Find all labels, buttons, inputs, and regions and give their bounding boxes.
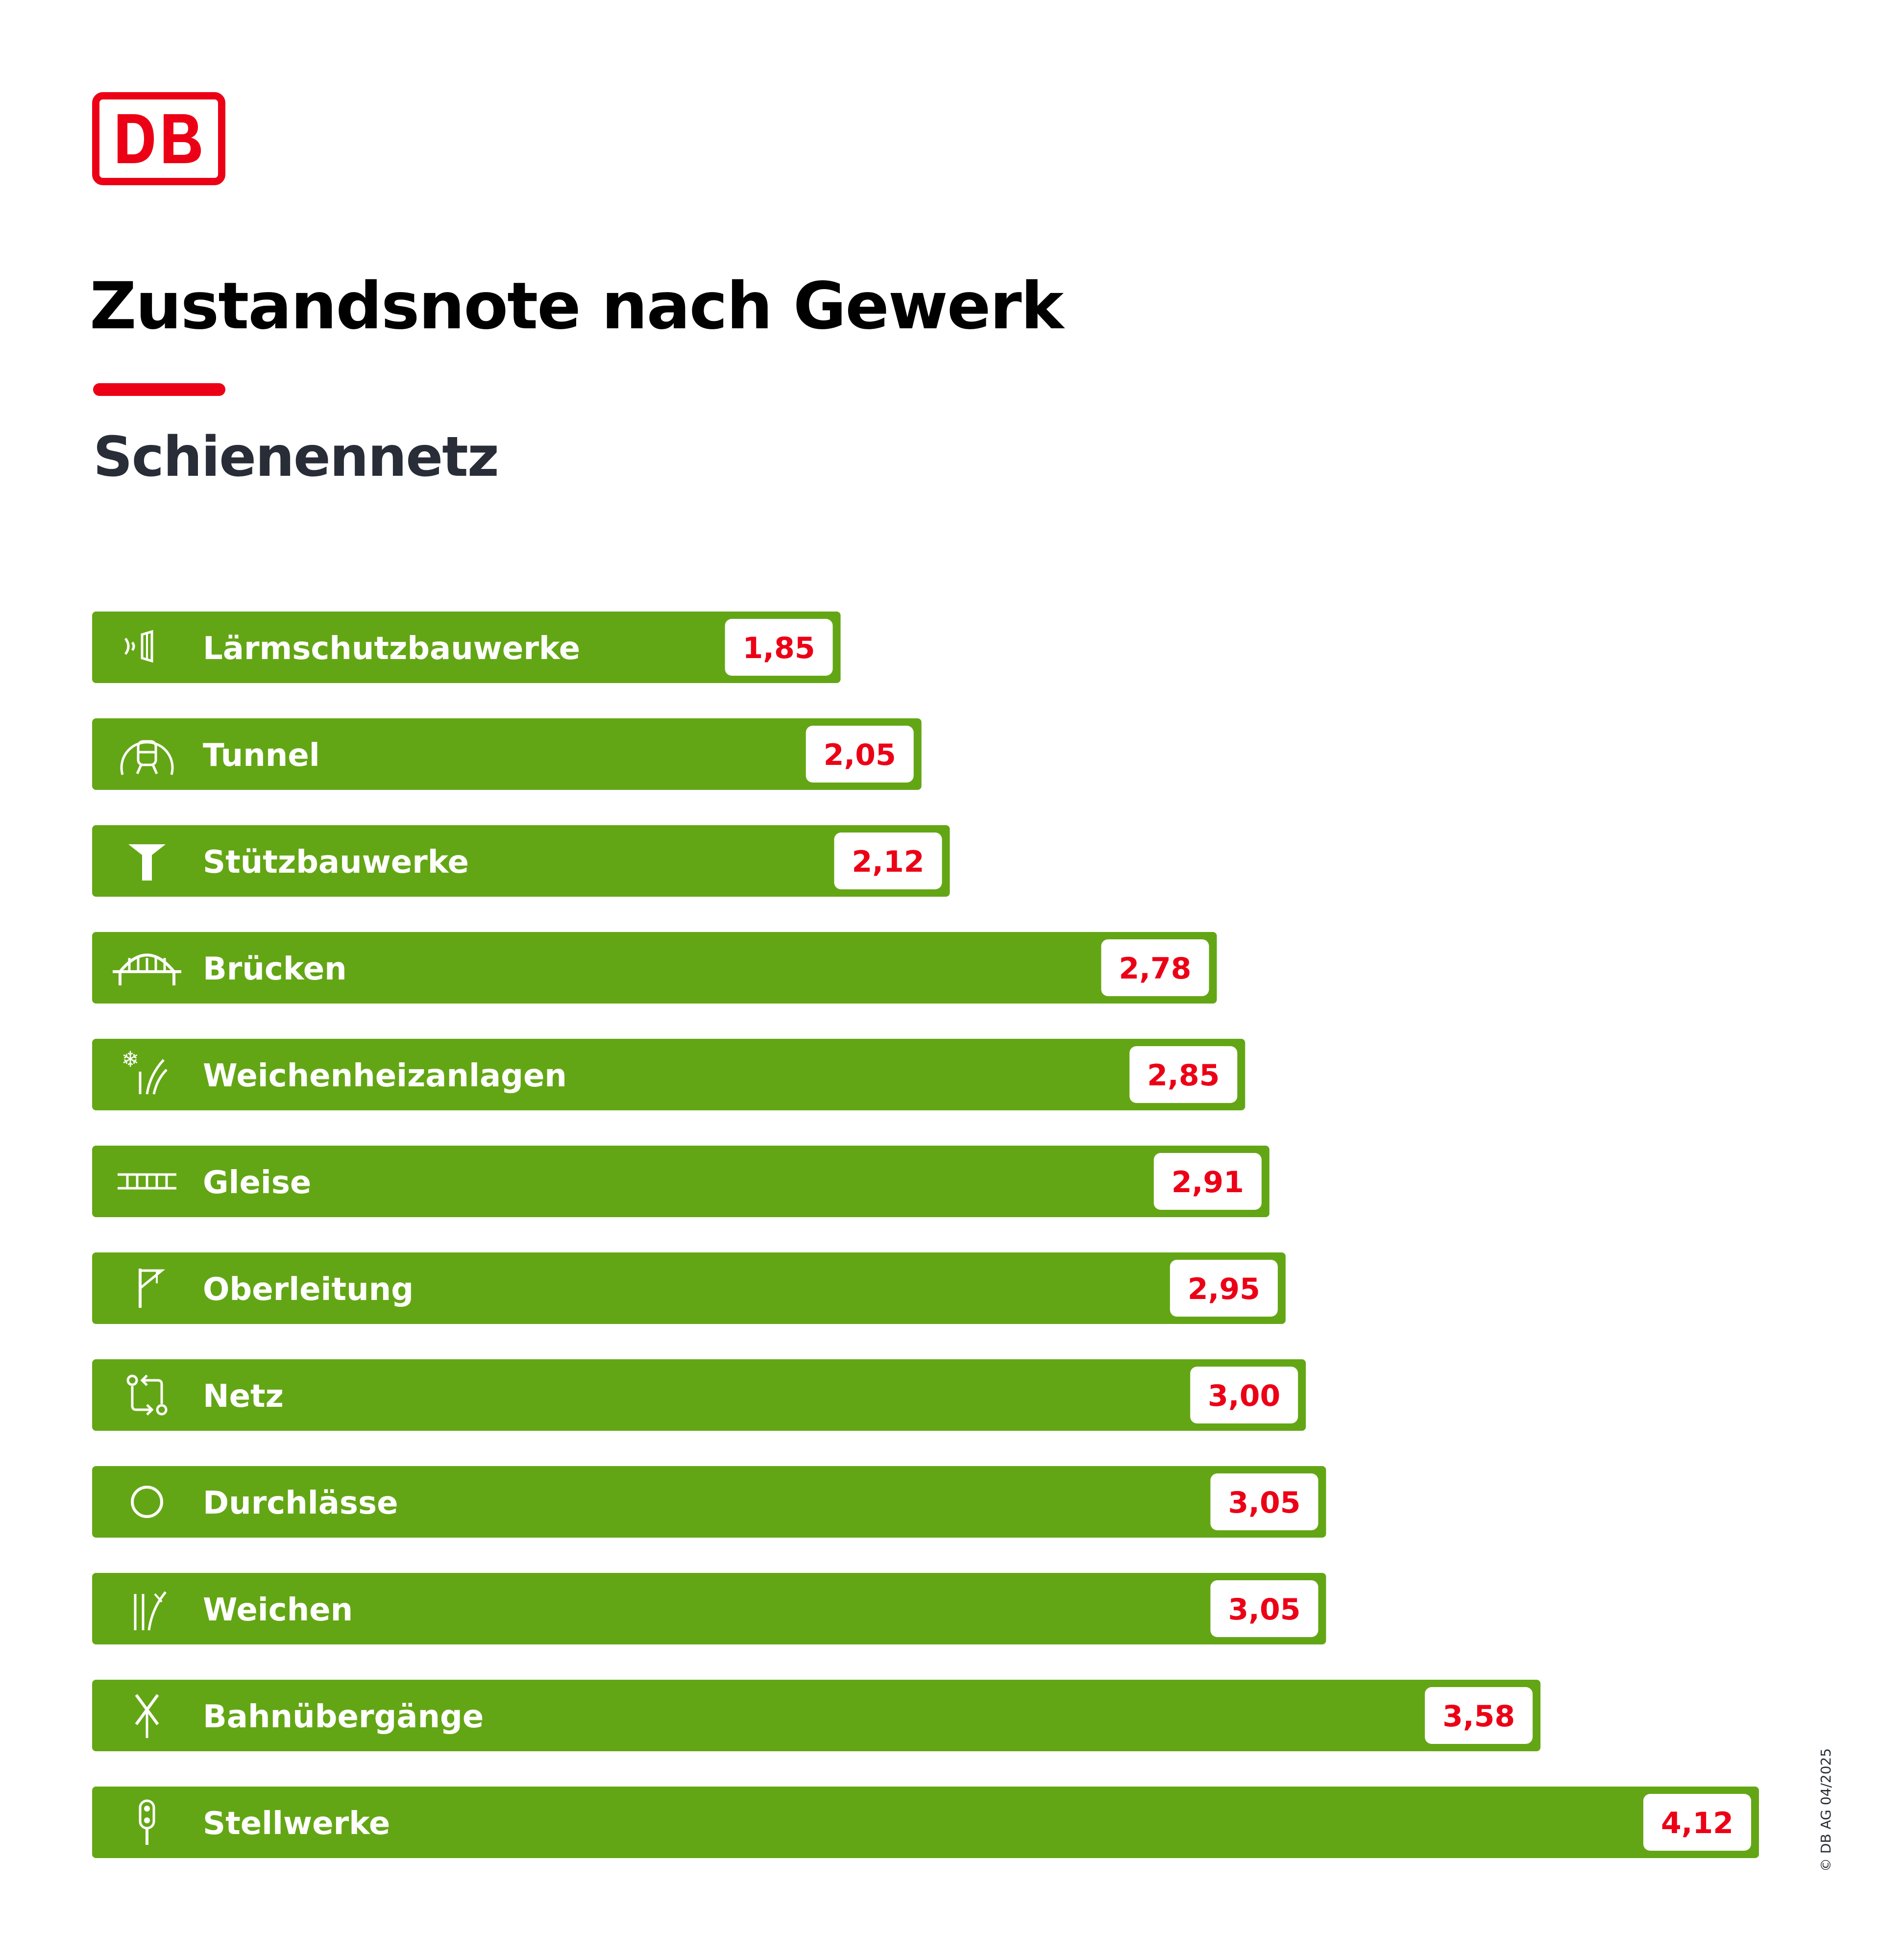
title-underline [93, 383, 225, 396]
tunnel-icon [120, 740, 174, 775]
value-label: 2,91 [1171, 1165, 1244, 1200]
category-label: Oberleitung [203, 1272, 414, 1308]
bar-group: Stützbauwerke 2,12 [92, 825, 950, 897]
value-label: 3,05 [1228, 1486, 1300, 1520]
value-box [1170, 1260, 1278, 1317]
value-box [1101, 939, 1209, 996]
track-icon [118, 1173, 176, 1190]
db-logo-d [118, 114, 154, 163]
value-box [725, 619, 833, 676]
category-label: Weichen [203, 1592, 353, 1628]
value-box [1190, 1367, 1298, 1423]
value-label: 2,12 [852, 845, 925, 879]
bar [92, 1466, 1326, 1538]
bar [92, 612, 841, 683]
bar-group: Brücken 2,78 [92, 932, 1217, 1004]
value-box [1210, 1580, 1318, 1637]
category-label: Stützbauwerke [203, 844, 469, 881]
category-label: Netz [203, 1378, 284, 1415]
bar-group: Durchlässe 3,05 [92, 1466, 1326, 1538]
value-label: 2,78 [1119, 952, 1192, 986]
value-box [1129, 1046, 1238, 1103]
noise-barrier-icon [124, 630, 153, 663]
value-label: 3,58 [1442, 1699, 1515, 1734]
bar-group: Gleise 2,91 [92, 1146, 1269, 1217]
category-label: Lärmschutzbauwerke [203, 631, 580, 667]
culvert-icon [131, 1486, 163, 1518]
bar [92, 1039, 1245, 1110]
value-box [1153, 1153, 1262, 1210]
copyright-note: © DB AG 04/2025 [1818, 1748, 1834, 1872]
value-label: 2,05 [824, 738, 896, 772]
switch-heating-icon: ❄ [122, 1047, 168, 1095]
value-box [1425, 1687, 1533, 1744]
bar [92, 1573, 1326, 1644]
bridge-icon [113, 954, 181, 985]
bar [92, 825, 950, 897]
bar-group: Lärmschutzbauwerke 1,85 [92, 612, 841, 683]
category-label: Brücken [203, 951, 347, 987]
bar-group: Weichen 3,05 [92, 1573, 1326, 1644]
category-label: Stellwerke [203, 1806, 390, 1842]
bar [92, 932, 1217, 1004]
bar [92, 1359, 1306, 1431]
value-label: 1,85 [743, 631, 815, 665]
value-box [1643, 1794, 1751, 1851]
db-logo [92, 92, 225, 185]
bar [92, 718, 922, 790]
svg-text:❄: ❄ [122, 1047, 140, 1072]
bar [92, 1680, 1541, 1751]
category-label: Durchlässe [203, 1485, 398, 1521]
category-label: Bahnübergänge [203, 1699, 484, 1735]
level-crossing-icon [135, 1694, 159, 1738]
value-label: 3,05 [1228, 1592, 1300, 1627]
switch-icon [134, 1591, 167, 1631]
category-label: Weichenheizanlagen [203, 1058, 567, 1094]
page-title: Zustandsnote nach Gewerk [90, 269, 1064, 344]
category-label: Gleise [203, 1165, 311, 1201]
bar [92, 1252, 1286, 1324]
bar-group: Stellwerke 4,12 [92, 1787, 1759, 1858]
value-label: 4,12 [1661, 1806, 1733, 1840]
signal-box-icon [139, 1799, 155, 1845]
value-label: 2,85 [1147, 1058, 1220, 1093]
bar [92, 1146, 1269, 1217]
bar-group: ❄ Weichenheizanlagen 2,85 [92, 1039, 1245, 1110]
value-box [1210, 1473, 1318, 1530]
bar-group: Tunnel 2,05 [92, 718, 922, 790]
db-logo-b [164, 114, 201, 163]
value-label: 2,95 [1188, 1272, 1260, 1306]
catenary-icon [139, 1269, 166, 1308]
bar-group: Bahnübergänge 3,58 [92, 1680, 1541, 1751]
network-icon [126, 1374, 168, 1416]
value-box [834, 833, 942, 889]
value-label: 3,00 [1208, 1379, 1280, 1413]
value-box [805, 726, 914, 783]
page-subtitle: Schienennetz [93, 425, 499, 489]
retaining-wall-icon [128, 844, 166, 881]
bar [92, 1787, 1759, 1858]
category-label: Tunnel [203, 737, 320, 774]
bar-group: Netz 3,00 [92, 1359, 1306, 1431]
bar-group: Oberleitung 2,95 [92, 1252, 1286, 1324]
